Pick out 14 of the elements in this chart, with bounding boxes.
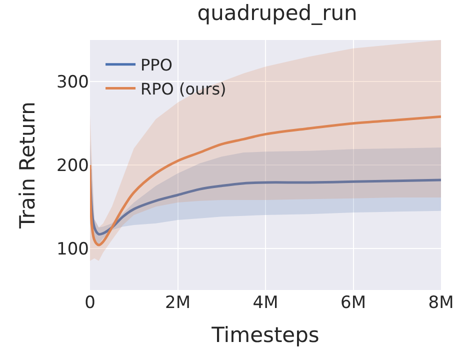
y-tick-label: 300 [56, 72, 89, 93]
legend-label: RPO (ours) [140, 79, 226, 98]
x-tick-label: 4M [252, 293, 278, 313]
chart-title: quadruped_run [197, 1, 358, 26]
x-tick-label: 2M [165, 293, 190, 313]
y-tick-label: 200 [56, 156, 89, 176]
x-tick-label: 8M [428, 293, 454, 313]
x-axis-title: Timesteps [210, 323, 320, 348]
x-tick-label: 0 [84, 293, 96, 313]
y-axis-title: Train Return [16, 102, 40, 230]
x-tick-label: 6M [340, 293, 366, 313]
legend-label: PPO [140, 56, 172, 75]
line-series [90, 115, 441, 246]
y-tick-label: 100 [56, 239, 89, 260]
